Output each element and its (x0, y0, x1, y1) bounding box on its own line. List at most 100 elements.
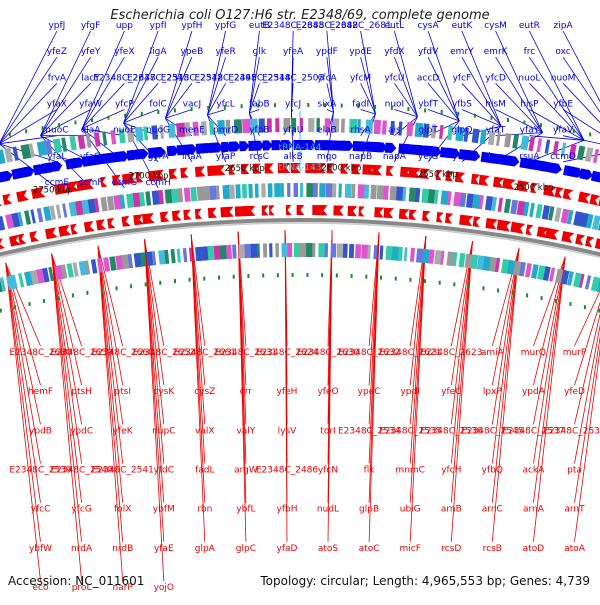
inner-feature-block (383, 186, 389, 200)
forward-gene-label: ccmG (112, 178, 138, 188)
inner-feature-block (190, 187, 197, 201)
reverse-feature-arrow-lower (262, 205, 269, 215)
gc-tick-outer (341, 104, 343, 108)
outer-feature-block (308, 118, 314, 132)
gc-tick-inner (29, 302, 31, 306)
forward-gene-label: ccmF (79, 178, 103, 188)
gc-tick-outer (25, 129, 27, 133)
inner-feature-block (510, 200, 518, 215)
forward-leader-line (327, 110, 334, 113)
gc-tick-outer (9, 132, 11, 136)
lower-feature-block (281, 243, 288, 257)
inner-feature-block (306, 183, 313, 197)
reverse-feature-arrow-lower (195, 209, 202, 219)
forward-gene-label: accD (417, 73, 439, 83)
reverse-gene-label: yfeH (277, 387, 298, 397)
reverse-feature-arrow-lower (384, 208, 394, 219)
reverse-feature-arrow-lower (286, 205, 292, 215)
forward-gene-label: ccmD (550, 152, 576, 162)
reverse-feature-arrow-lower (320, 205, 328, 215)
forward-gene-label: hisM (485, 100, 506, 110)
forward-gene-label: yfcU (384, 73, 404, 83)
scale-label: 2500 kbp (513, 183, 553, 193)
reverse-gene-label: yfcG (71, 505, 91, 515)
reverse-gene-label: valY (236, 426, 255, 436)
forward-gene-label: yfeX (114, 47, 134, 57)
forward-leader-line (394, 110, 417, 117)
gc-tick-outer (307, 103, 309, 107)
reverse-feature-arrow-lower (121, 216, 130, 227)
forward-gene-label: napA (383, 152, 407, 162)
outer-feature-block (585, 147, 594, 162)
inner-feature-block (100, 197, 107, 212)
outer-feature-block (593, 149, 599, 163)
gc-tick-inner (555, 299, 557, 303)
inner-feature-block (235, 184, 240, 198)
reverse-feature-arrow-lower (243, 206, 255, 216)
reverse-feature-arrow-lower (45, 227, 58, 239)
forward-gene-label: emrY (450, 47, 474, 57)
inner-feature-block (358, 184, 365, 198)
reverse-gene-label: ypeC (358, 387, 381, 397)
reverse-gene-label: folX (114, 505, 131, 515)
forward-gene-label: fadI (352, 100, 369, 110)
outer-feature-block (382, 120, 387, 134)
forward-feature-arrow (135, 149, 149, 160)
forward-gene-label: yfcL (216, 100, 234, 110)
reverse-gene-label: crr (240, 387, 252, 397)
reverse-gene-label: nrdA (71, 544, 93, 554)
inner-feature-block (332, 183, 336, 197)
outer-feature-block (472, 129, 480, 144)
reverse-gene-label: flk (364, 466, 376, 476)
forward-gene-label: emrK (484, 47, 509, 57)
reverse-feature-arrow-lower (183, 209, 191, 220)
forward-gene-label: ypdE (349, 47, 372, 57)
outer-feature-block (520, 135, 529, 150)
lower-feature-block (109, 256, 117, 271)
forward-feature-arrow (551, 163, 562, 174)
lower-feature-block (207, 246, 214, 260)
reverse-gene-label: cysZ (194, 387, 215, 397)
outer-feature-block (341, 119, 345, 133)
gc-tick-inner (233, 275, 235, 279)
forward-gene-label: mqo (317, 152, 337, 162)
lower-feature-block (525, 263, 532, 278)
reverse-feature-arrow-lower (436, 212, 444, 223)
reverse-feature-arrow-upper (386, 166, 394, 176)
forward-gene-label: yfaL (47, 152, 66, 162)
reverse-feature-arrow-lower (510, 222, 525, 234)
gc-tick-inner (395, 277, 397, 281)
forward-leader-line (249, 110, 259, 113)
forward-gene-label: E2348C_2505 (262, 73, 324, 83)
gc-tick-inner (584, 305, 586, 309)
reverse-feature-arrow-lower (0, 238, 5, 250)
forward-gene-label: nuoL (518, 73, 540, 83)
reverse-gene-label: fadL (195, 466, 214, 476)
forward-feature-arrow (579, 168, 593, 180)
reverse-gene-label: yfaE (154, 544, 174, 554)
inner-feature-block (338, 184, 341, 198)
outer-feature-block (536, 138, 542, 152)
reverse-feature-arrow-lower (585, 236, 594, 247)
gc-tick-inner (14, 305, 16, 309)
lower-feature-block (195, 247, 202, 261)
forward-leader-line (82, 57, 124, 128)
reverse-feature-arrow-lower (575, 234, 585, 245)
reverse-feature-arrow-upper (372, 165, 382, 176)
forward-gene-label: yfaX (47, 100, 67, 110)
inner-feature-block (389, 186, 397, 200)
reverse-gene-label: arnC (482, 505, 503, 515)
lower-feature-block (300, 243, 307, 257)
forward-gene-label: oxc (555, 47, 570, 57)
gc-tick-outer (157, 110, 159, 114)
forward-gene-label: rsuA (519, 152, 540, 162)
gc-tick-outer (457, 112, 459, 116)
reverse-feature-arrow-lower (142, 213, 155, 224)
scale-label: 2650 kbp (225, 164, 265, 174)
inner-feature-block (287, 183, 290, 197)
forward-gene-label: frvA (48, 73, 67, 83)
forward-gene-label: yejG (418, 152, 438, 162)
gc-tick-outer (507, 118, 509, 122)
gc-tick-inner (57, 296, 59, 300)
